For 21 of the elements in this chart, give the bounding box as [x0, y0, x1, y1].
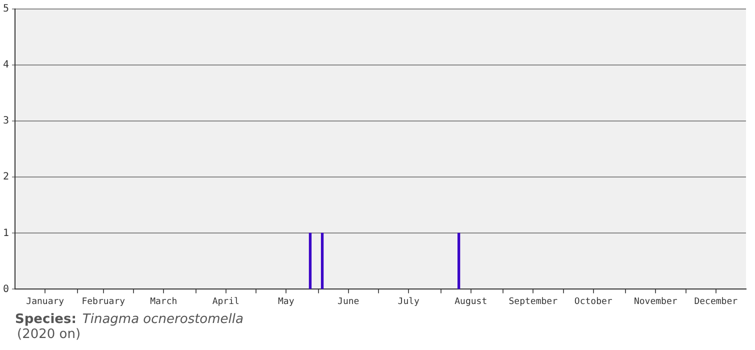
y-tick-label: 4 — [2, 60, 10, 71]
y-tick-label: 1 — [2, 228, 10, 239]
x-tick-label: December — [694, 296, 738, 307]
text: Species: — [15, 312, 76, 327]
x-tick-label: March — [150, 296, 178, 307]
x-tick-label: February — [82, 296, 126, 307]
y-tick-label: 3 — [2, 116, 10, 127]
x-tick-label: June — [338, 296, 360, 307]
y-tick-label: 5 — [2, 4, 10, 15]
x-tick-label: October — [574, 296, 613, 307]
x-tick-label: May — [278, 296, 295, 307]
x-tick-label: September — [508, 296, 558, 307]
x-tick-label: November — [634, 296, 678, 307]
x-tick-label: August — [454, 296, 488, 307]
y-tick-label: 2 — [2, 172, 10, 183]
text: (2020 on) — [17, 327, 82, 342]
x-tick-label: April — [212, 296, 240, 307]
x-tick-label: January — [26, 296, 65, 307]
y-tick-label: 0 — [2, 284, 10, 295]
text: Tinagma ocnerostomella — [82, 312, 244, 327]
x-tick-label: July — [398, 296, 420, 307]
